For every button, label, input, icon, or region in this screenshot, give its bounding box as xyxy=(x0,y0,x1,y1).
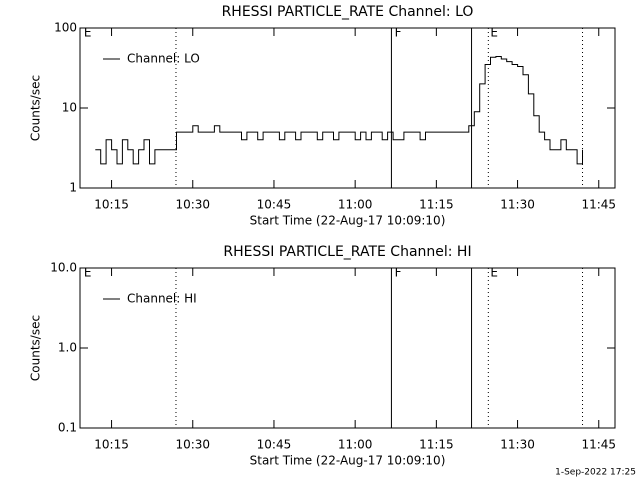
y-tick-label: 1.0 xyxy=(58,341,77,355)
x-tick-label: 10:45 xyxy=(257,438,292,452)
chart-title: RHESSI PARTICLE_RATE Channel: LO xyxy=(222,4,474,20)
x-tick-label: 11:45 xyxy=(581,438,616,452)
x-tick-label: 11:30 xyxy=(500,198,535,212)
event-flag: F xyxy=(395,26,402,40)
data-line xyxy=(95,56,583,165)
x-tick-label: 11:30 xyxy=(500,438,535,452)
x-tick-label: 10:15 xyxy=(94,198,129,212)
x-tick-label: 10:30 xyxy=(175,198,210,212)
y-axis-label: Counts/sec xyxy=(29,75,43,141)
y-tick-label: 1 xyxy=(69,181,77,195)
y-tick-label: 100 xyxy=(54,21,77,35)
event-flag: E xyxy=(84,26,92,40)
legend-label: Channel: LO xyxy=(127,52,200,66)
chart-title: RHESSI PARTICLE_RATE Channel: HI xyxy=(223,244,471,260)
x-tick-label: 10:15 xyxy=(94,438,129,452)
y-tick-label: 0.1 xyxy=(58,421,77,435)
event-flag: E xyxy=(490,26,498,40)
event-flag: E xyxy=(84,266,92,280)
footer-date: 1-Sep-2022 17:25 xyxy=(555,468,636,478)
legend-label: Channel: HI xyxy=(127,292,197,306)
y-tick-label: 10.0 xyxy=(50,261,77,275)
y-tick-label: 10 xyxy=(62,101,77,115)
x-tick-label: 10:45 xyxy=(257,198,292,212)
x-tick-label: 11:00 xyxy=(338,198,373,212)
x-axis-label: Start Time (22-Aug-17 10:09:10) xyxy=(250,214,446,228)
x-tick-label: 11:15 xyxy=(419,438,454,452)
event-flag: E xyxy=(490,266,498,280)
x-tick-label: 11:45 xyxy=(581,198,616,212)
x-axis-label: Start Time (22-Aug-17 10:09:10) xyxy=(250,454,446,468)
event-flag: F xyxy=(395,266,402,280)
x-tick-label: 11:00 xyxy=(338,438,373,452)
y-axis-label: Counts/sec xyxy=(29,315,43,381)
x-tick-label: 10:30 xyxy=(175,438,210,452)
x-tick-label: 11:15 xyxy=(419,198,454,212)
